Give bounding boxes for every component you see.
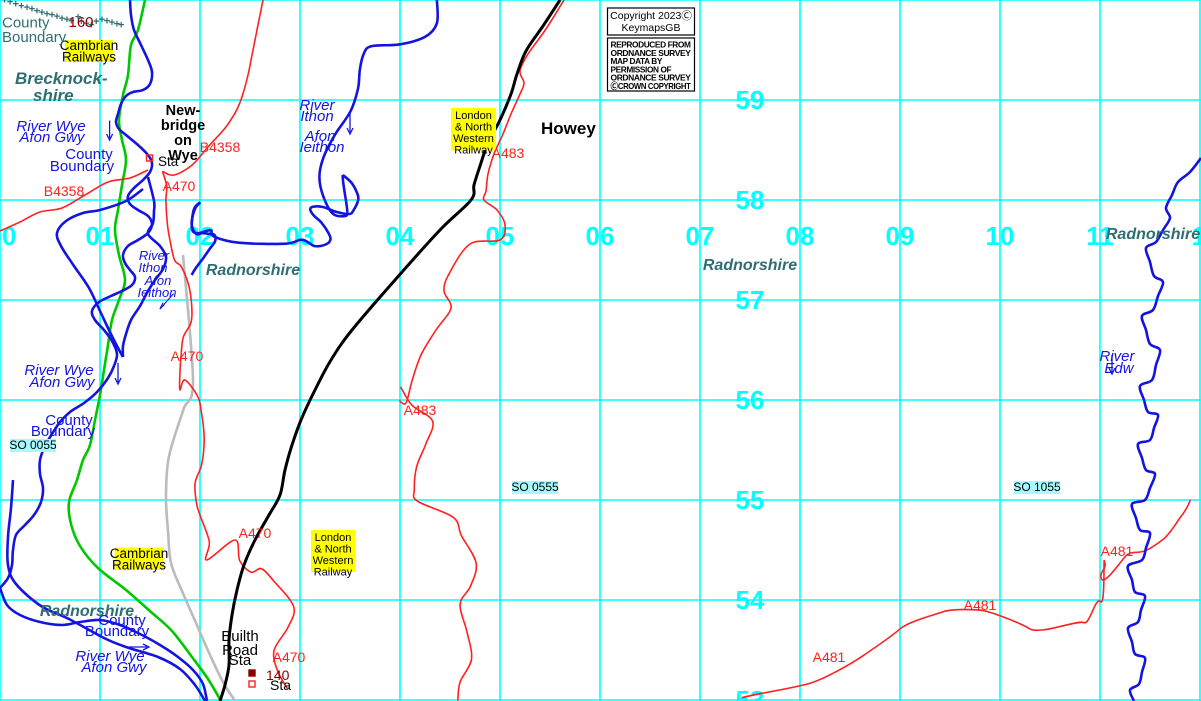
svg-text:SO 1055: SO 1055 xyxy=(1013,480,1061,494)
svg-text:Afon Gwy: Afon Gwy xyxy=(80,659,148,676)
svg-text:57: 57 xyxy=(736,285,765,315)
svg-text:New-: New- xyxy=(166,103,201,119)
svg-text:A470: A470 xyxy=(163,178,196,194)
svg-text:& North: & North xyxy=(455,122,492,134)
svg-text:Radnorshire: Radnorshire xyxy=(1106,226,1200,243)
svg-text:58: 58 xyxy=(736,185,765,215)
svg-text:Sta: Sta xyxy=(270,677,291,693)
svg-text:SO 0555: SO 0555 xyxy=(511,480,559,494)
svg-text:Boundary: Boundary xyxy=(50,158,115,175)
svg-text:A481: A481 xyxy=(964,597,997,613)
svg-text:on: on xyxy=(174,133,192,149)
svg-text:Western: Western xyxy=(313,555,354,567)
svg-text:Sta: Sta xyxy=(158,154,179,169)
svg-text:Ieithon: Ieithon xyxy=(299,139,344,156)
svg-text:shire: shire xyxy=(33,86,74,105)
svg-text:+: + xyxy=(118,20,124,32)
svg-text:A470: A470 xyxy=(273,649,306,665)
svg-text:Howey: Howey xyxy=(541,119,596,138)
svg-text:06: 06 xyxy=(586,221,615,251)
svg-text:A483: A483 xyxy=(492,145,525,161)
svg-text:bridge: bridge xyxy=(161,118,205,134)
svg-text:Ithon: Ithon xyxy=(300,108,333,125)
svg-text:ⒸCROWN COPYRIGHT: ⒸCROWN COPYRIGHT xyxy=(611,81,691,91)
svg-text:Boundary: Boundary xyxy=(2,29,67,46)
svg-text:Railways: Railways xyxy=(112,558,166,573)
svg-text:B4358: B4358 xyxy=(200,139,241,155)
svg-text:Edw: Edw xyxy=(1104,360,1134,377)
svg-text:B4358: B4358 xyxy=(44,183,85,199)
svg-text:05: 05 xyxy=(486,221,515,251)
svg-text:Western: Western xyxy=(453,133,494,145)
svg-text:SO 0055: SO 0055 xyxy=(9,438,57,452)
svg-text:Copyright 2023Ⓒ: Copyright 2023Ⓒ xyxy=(610,10,692,22)
svg-text:Ieithon: Ieithon xyxy=(137,285,176,300)
svg-text:03: 03 xyxy=(286,221,315,251)
svg-text:Afon Gwy: Afon Gwy xyxy=(28,374,96,391)
svg-text:08: 08 xyxy=(786,221,815,251)
svg-text:07: 07 xyxy=(686,221,715,251)
svg-text:Railway: Railway xyxy=(314,567,353,579)
svg-text:Radnorshire: Radnorshire xyxy=(206,262,300,279)
svg-text:A481: A481 xyxy=(1101,543,1134,559)
svg-text:160: 160 xyxy=(68,14,93,31)
svg-text:A483: A483 xyxy=(404,402,437,418)
svg-text:Boundary: Boundary xyxy=(85,623,150,640)
svg-text:10: 10 xyxy=(986,221,1015,251)
svg-text:Railways: Railways xyxy=(62,50,116,65)
svg-text:Railway: Railway xyxy=(454,145,493,157)
svg-text:Sta: Sta xyxy=(229,652,252,669)
svg-text:KeymapsGB: KeymapsGB xyxy=(622,22,681,34)
svg-text:01: 01 xyxy=(86,221,115,251)
svg-text:04: 04 xyxy=(386,221,415,251)
svg-text:London: London xyxy=(455,110,492,122)
svg-text:A470: A470 xyxy=(171,348,204,364)
svg-text:55: 55 xyxy=(736,485,765,515)
svg-text:56: 56 xyxy=(736,385,765,415)
svg-text:Radnorshire: Radnorshire xyxy=(703,257,797,274)
svg-text:& North: & North xyxy=(314,544,351,556)
svg-text:London: London xyxy=(315,532,352,544)
svg-text:A481: A481 xyxy=(813,649,846,665)
svg-text:Afon Gwy: Afon Gwy xyxy=(18,129,86,146)
svg-text:09: 09 xyxy=(886,221,915,251)
svg-text:59: 59 xyxy=(736,85,765,115)
svg-text:A470: A470 xyxy=(239,525,272,541)
svg-text:54: 54 xyxy=(736,585,765,615)
svg-text:Boundary: Boundary xyxy=(31,423,96,440)
